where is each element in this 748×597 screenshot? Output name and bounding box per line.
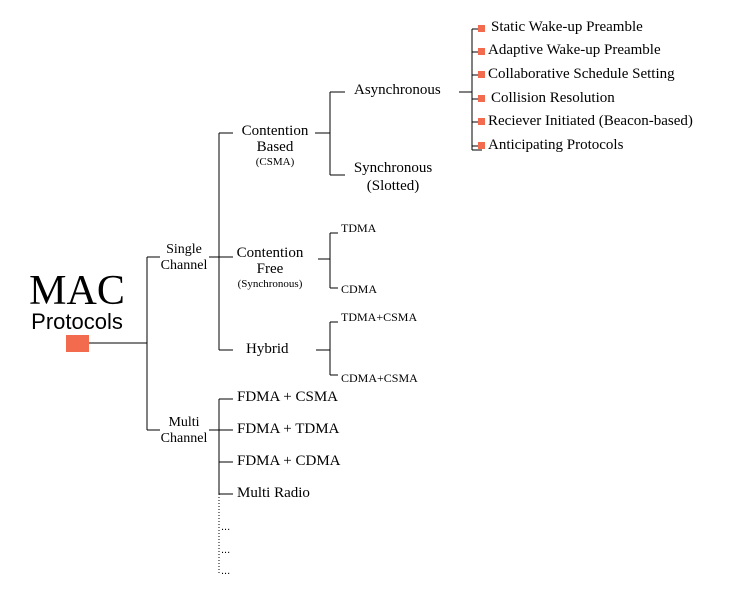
hybrid-label: Hybrid: [246, 341, 289, 357]
contention-based-line1: Contention: [241, 123, 309, 139]
multi-fdma-cdma: FDMA + CDMA: [237, 453, 341, 469]
protocol-collaborative-schedule: Collaborative Schedule Setting: [488, 66, 675, 82]
bullet-icon: [478, 95, 485, 102]
root-subtitle: Protocols: [31, 309, 123, 334]
contention-free-line1: Contention: [236, 245, 304, 261]
asynchronous-label: Asynchronous: [354, 82, 441, 98]
contention-free-tdma: TDMA: [341, 221, 377, 235]
contention-free-line2: Free: [256, 261, 284, 277]
protocol-receiver-initiated: Reciever Initiated (Beacon-based): [488, 113, 693, 129]
multi-channel-line2: Channel: [160, 431, 208, 446]
contention-based-line2: Based: [256, 139, 294, 155]
bullet-icon: [478, 118, 485, 125]
contention-based-label: Contention Based (CSMA): [230, 124, 320, 168]
synchronous-line1: Synchronous: [353, 160, 433, 176]
multi-fdma-csma: FDMA + CSMA: [237, 389, 338, 405]
hybrid-tdma-csma: TDMA+CSMA: [341, 310, 418, 324]
root-title: MAC: [29, 268, 125, 314]
bullet-icon: [478, 48, 485, 55]
ellipsis-1: ...: [221, 521, 231, 533]
root-node-marker: [66, 335, 89, 352]
synchronous-label: Synchronous (Slotted): [340, 161, 446, 194]
ellipsis-2: ...: [221, 544, 231, 556]
ellipsis-3: ...: [221, 565, 231, 577]
contention-based-line3: (CSMA): [255, 156, 295, 168]
multi-radio: Multi Radio: [237, 485, 310, 501]
contention-free-label: Contention Free (Synchronous): [222, 246, 318, 290]
hybrid-cdma-csma: CDMA+CSMA: [341, 371, 418, 385]
multi-fdma-tdma: FDMA + TDMA: [237, 421, 340, 437]
protocol-collision-resolution: Collision Resolution: [491, 90, 615, 106]
protocol-static-wakeup: Static Wake-up Preamble: [491, 19, 643, 35]
bullet-icon: [478, 142, 485, 149]
multi-channel-label: Multi Channel: [155, 416, 213, 446]
multi-channel-line1: Multi: [168, 415, 200, 430]
bullet-icon: [478, 25, 485, 32]
bullet-icon: [478, 71, 485, 78]
contention-free-line3: (Synchronous): [237, 278, 303, 290]
contention-free-cdma: CDMA: [341, 282, 378, 296]
single-channel-label: Single Channel: [155, 243, 213, 273]
protocol-adaptive-wakeup: Adaptive Wake-up Preamble: [488, 42, 661, 58]
single-channel-line1: Single: [166, 242, 202, 257]
synchronous-line2: (Slotted): [366, 178, 420, 194]
single-channel-line2: Channel: [160, 258, 208, 273]
protocol-anticipating: Anticipating Protocols: [488, 137, 624, 153]
